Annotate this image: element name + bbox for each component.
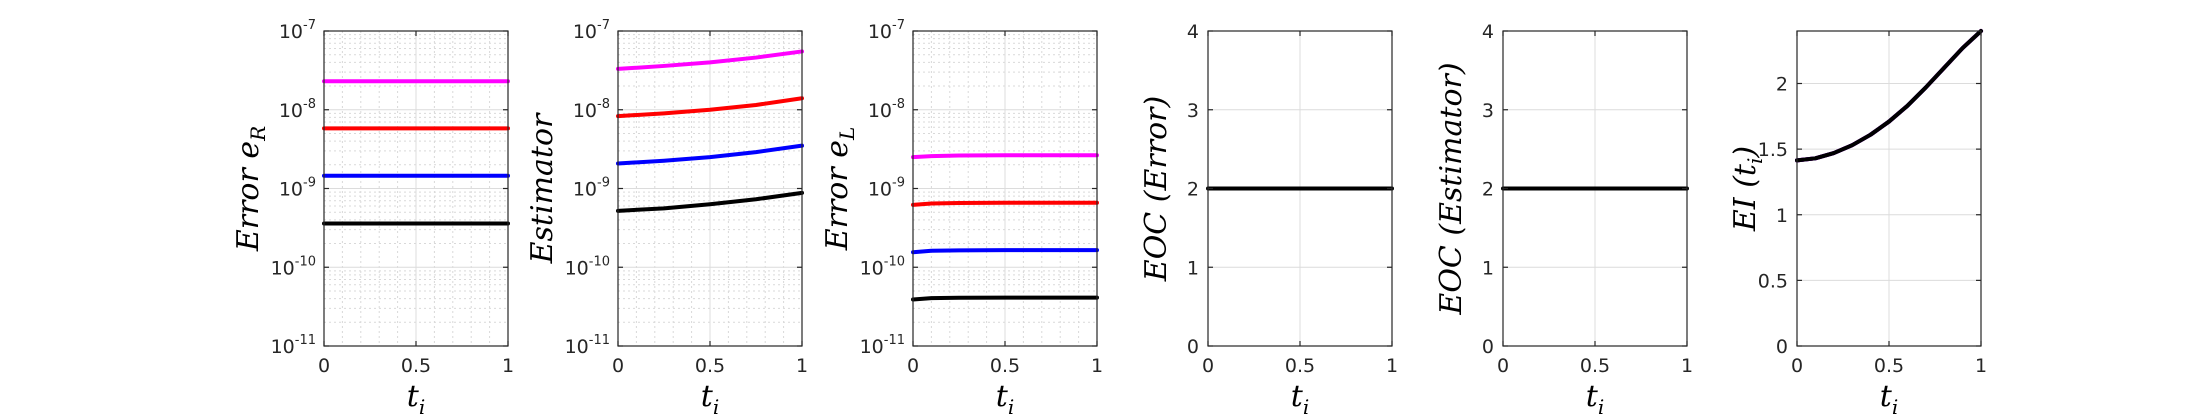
y-tick-label: 3 [1187, 100, 1199, 122]
y-tick-label: 3 [1482, 100, 1494, 122]
x-tick-label: 0 [612, 355, 624, 377]
x-axis-label: ti [996, 379, 1014, 417]
y-tick-label: 1 [1187, 257, 1199, 279]
chart-panel-4: 0 1 2 3 4 0 0.5 1 ti EOC (Error) [1139, 21, 1398, 417]
series-line-1 [911, 153, 1099, 160]
x-tick-label: 0.5 [1285, 355, 1315, 377]
x-axis-label: ti [701, 379, 719, 417]
y-tick-label: 2 [1776, 74, 1788, 96]
x-tick-label: 0 [1791, 355, 1803, 377]
y-axis-label: Estimator [525, 112, 560, 264]
y-tick-label: 1 [1482, 257, 1494, 279]
x-tick-label: 0.5 [401, 355, 431, 377]
x-tick-label: 0 [1497, 355, 1509, 377]
y-tick-label: 10-7 [573, 18, 610, 43]
y-tick-label: 10-7 [868, 18, 905, 43]
y-tick-label: 10-11 [860, 333, 905, 358]
y-tick-label: 0.5 [1758, 270, 1788, 292]
y-tick-label: 4 [1482, 21, 1494, 43]
y-tick-label: 2 [1482, 179, 1494, 201]
series-line-3 [616, 143, 804, 166]
y-tick-label: 4 [1187, 21, 1199, 43]
x-tick-label: 0.5 [990, 355, 1020, 377]
y-tick-label: 1.5 [1758, 139, 1788, 161]
series-line-4 [616, 190, 804, 213]
x-tick-label: 1 [1091, 355, 1103, 377]
x-axis-label: ti [1586, 379, 1604, 417]
chart-panel-3: 10-7 10-8 10-9 10-10 10-110 0.5 1 ti Error eL [820, 18, 1103, 417]
x-tick-label: 0 [907, 355, 919, 377]
y-tick-label: 10-10 [565, 254, 610, 279]
series-line-1 [616, 49, 804, 71]
series-line-4 [1795, 29, 1983, 163]
y-tick-label: 0 [1482, 336, 1494, 358]
y-tick-label: 10-9 [573, 176, 610, 201]
series-line-3 [911, 248, 1099, 255]
x-tick-label: 0.5 [695, 355, 725, 377]
chart-panel-1: 10-7 10-8 10-9 10-10 10-110 0.5 1 ti Error eR [231, 18, 514, 417]
x-tick-label: 0.5 [1874, 355, 1904, 377]
chart-panel-6: 0 0.5 1 1.5 2 0 0.5 1 ti EI (ti) [1728, 29, 1987, 417]
y-tick-label: 10-8 [868, 97, 905, 122]
x-tick-label: 1 [1975, 355, 1987, 377]
y-tick-label: 10-9 [868, 176, 905, 201]
y-axis-label: Error eR [231, 126, 270, 252]
x-tick-label: 0.5 [1580, 355, 1610, 377]
chart-panel-5: 0 1 2 3 4 0 0.5 1 ti EOC (Estimator) [1434, 21, 1693, 417]
chart-panel-2: 10-7 10-8 10-9 10-10 10-110 0.5 1 ti Estimator [525, 18, 808, 417]
x-tick-label: 1 [1681, 355, 1693, 377]
y-tick-label: 10-7 [279, 18, 316, 43]
series-line-2 [616, 96, 804, 119]
x-tick-label: 1 [796, 355, 808, 377]
y-axis-label: Error eL [820, 127, 859, 252]
y-axis-label: EOC (Estimator) [1434, 62, 1469, 315]
series-line-4 [911, 295, 1099, 302]
x-axis-label: ti [1880, 379, 1898, 417]
x-axis-label: ti [1291, 379, 1309, 417]
y-axis-label: EI (ti) [1728, 146, 1767, 232]
y-tick-label: 10-11 [271, 333, 316, 358]
y-tick-label: 10-10 [271, 254, 316, 279]
y-tick-label: 0 [1776, 336, 1788, 358]
y-tick-label: 10-8 [573, 97, 610, 122]
y-tick-label: 10-10 [860, 254, 905, 279]
y-tick-label: 10-11 [565, 333, 610, 358]
series-line-2 [911, 200, 1099, 207]
x-tick-label: 0 [1202, 355, 1214, 377]
y-tick-label: 10-9 [279, 176, 316, 201]
x-tick-label: 0 [318, 355, 330, 377]
y-tick-label: 10-8 [279, 97, 316, 122]
x-axis-label: ti [407, 379, 425, 417]
x-tick-label: 1 [502, 355, 514, 377]
x-tick-label: 1 [1386, 355, 1398, 377]
y-tick-label: 1 [1776, 205, 1788, 227]
y-tick-label: 0 [1187, 336, 1199, 358]
y-tick-label: 2 [1187, 179, 1199, 201]
y-axis-label: EOC (Error) [1139, 96, 1174, 282]
